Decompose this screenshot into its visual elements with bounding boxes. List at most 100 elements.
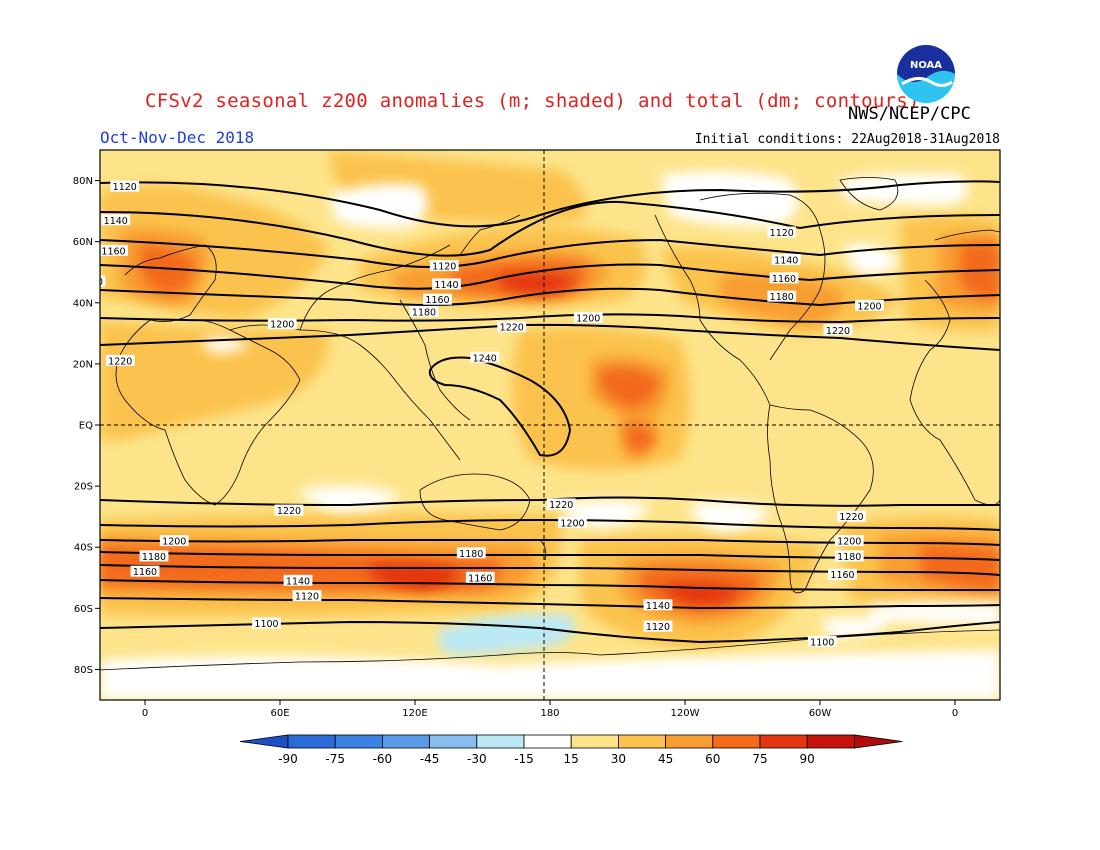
contour-label-bg	[105, 354, 135, 366]
contour-label: 1120	[770, 228, 794, 239]
colorbar-tick-label: -75	[325, 752, 345, 766]
contour-label: 1120	[295, 592, 319, 603]
contour-label-bg	[837, 510, 866, 522]
contour-label: 1180	[770, 292, 794, 303]
contour-label-bg	[771, 254, 801, 265]
colorbar: -90 -75 -60 -45 -30 -15 15 30 45 60 75 90	[239, 734, 903, 766]
contour-label: 1180	[412, 307, 436, 318]
contour-label-bg	[767, 226, 797, 238]
contour-label: 1220	[277, 506, 301, 517]
colorbar-swatch	[287, 734, 336, 749]
contour-label: 1200	[857, 301, 881, 312]
contour-label: 1120	[113, 182, 137, 193]
lat-tick-label: 20S	[74, 482, 93, 493]
contour-label-bg	[546, 498, 576, 510]
lon-tick-label: 180	[540, 708, 559, 719]
contour-label: 1160	[468, 573, 492, 584]
contour-label: 1220	[108, 356, 132, 367]
contour-label-bg	[769, 272, 799, 284]
colorbar-swatch	[570, 734, 619, 749]
contour-label-bg	[807, 635, 837, 647]
contour-label-bg	[643, 620, 673, 632]
contour-label-bg	[100, 244, 128, 256]
colorbar-swatch	[712, 734, 761, 749]
lon-tick-label: 0	[142, 708, 148, 719]
contour-label-bg	[470, 351, 500, 363]
contour-label-bg	[292, 590, 322, 602]
colorbar-swatch	[665, 734, 714, 749]
colorbar-low-arrow	[239, 734, 289, 749]
colorbar-tick-label: 45	[658, 752, 673, 766]
contour-label: 1160	[133, 567, 157, 578]
lat-tick-label: 80S	[74, 665, 93, 676]
contour-label-bg	[432, 278, 461, 290]
contour-label: 1220	[839, 512, 863, 523]
contour-label: 1140	[774, 256, 798, 267]
colorbar-tick-label: -15	[514, 752, 534, 766]
colorbar-tick-label: 30	[611, 752, 626, 766]
colorbar-high-arrow	[854, 734, 903, 749]
lat-tick-label: EQ	[79, 421, 93, 432]
contour-label: 1140	[286, 576, 310, 587]
lat-tick-label: 40S	[74, 543, 93, 554]
lat-tick-label: 20N	[73, 359, 93, 370]
lat-tick-label: 40N	[73, 298, 93, 309]
contour-label: 1160	[772, 274, 796, 285]
contour-label: 1180	[79, 277, 103, 288]
contour-label: 1200	[162, 537, 186, 548]
contour-label-bg	[130, 565, 160, 577]
lat-tick-label: 80N	[73, 176, 93, 187]
colorbar-swatch	[381, 734, 430, 749]
contour-label: 1100	[810, 637, 834, 648]
contour-label: 1120	[432, 262, 456, 273]
contour-label: 1200	[560, 518, 584, 529]
colorbar-tick-label: 15	[564, 752, 579, 766]
contour-label: 1100	[254, 619, 278, 630]
contour-label-bg	[429, 260, 459, 272]
colorbar-tick-label: -45	[420, 752, 440, 766]
contour-label-bg	[100, 275, 106, 287]
contour-label: 1140	[104, 216, 128, 227]
lon-tick-label: 120E	[402, 708, 427, 719]
chart-title: CFSv2 seasonal z200 anomalies (m; shaded…	[145, 90, 920, 112]
contour-label-bg	[283, 574, 313, 586]
contour-label: 1220	[549, 500, 573, 511]
contour-label-bg	[834, 550, 864, 562]
contour-label-bg	[823, 324, 853, 336]
lon-tick-label: 0	[952, 708, 958, 719]
logo-text: NOAA	[910, 60, 942, 71]
lon-tick-label: 120W	[671, 708, 700, 719]
contour-label-bg	[855, 299, 884, 311]
colorbar-swatch	[334, 734, 383, 749]
contour-label: 1220	[826, 326, 850, 337]
lat-tick-label: 60S	[74, 604, 93, 615]
colorbar-swatch	[429, 734, 478, 749]
colorbar-swatch	[759, 734, 808, 749]
colorbar-swatch	[476, 734, 525, 749]
contour-labels: 1120114011601180120012201120114011601180…	[79, 180, 884, 648]
contour-label-bg	[139, 550, 169, 562]
contour-label: 1120	[646, 622, 670, 633]
contour-label: 1200	[837, 537, 861, 548]
latitude-axis: 80N 60N 40N 20N EQ 20S 40S 60S 80S	[73, 176, 100, 676]
lon-tick-label: 60E	[270, 708, 289, 719]
contour-label: 1240	[473, 353, 497, 364]
shaded-anomalies: 1120114011601180120012201120114011601180…	[79, 150, 1000, 700]
contour-label-bg	[409, 305, 439, 317]
contour-label-bg	[101, 214, 131, 226]
contour-label: 1160	[425, 295, 449, 306]
agency-label: NWS/NCEP/CPC	[848, 104, 971, 124]
colorbar-tick-label: -60	[373, 752, 393, 766]
contour-label-bg	[497, 321, 527, 333]
contour-label: 1220	[500, 323, 524, 334]
contour-label: 1200	[576, 314, 600, 325]
contour-label: 1140	[434, 280, 458, 291]
longitude-axis: 0 60E 120E 180 120W 60W 0	[142, 700, 958, 719]
contour-label-bg	[252, 617, 281, 629]
contour-label-bg	[465, 571, 495, 583]
contour-label-bg	[274, 504, 304, 516]
contour-label: 1180	[837, 552, 861, 563]
contour-label-bg	[558, 516, 587, 528]
contour-label-bg	[834, 535, 864, 547]
